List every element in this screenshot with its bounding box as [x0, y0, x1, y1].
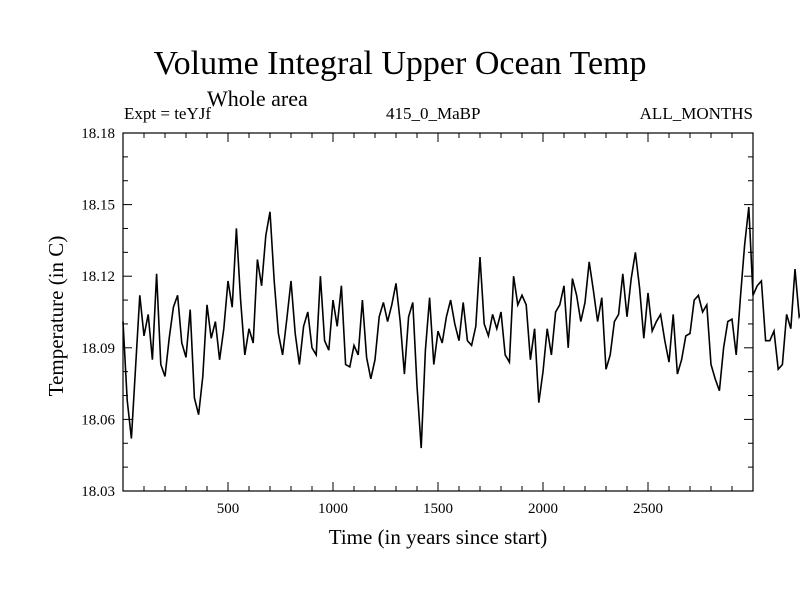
y-tick-label: 18.06	[81, 412, 115, 428]
chart-subtitle: Whole area	[207, 86, 308, 111]
plot-frame	[122, 132, 754, 492]
series-line	[122, 206, 800, 449]
y-tick-label: 18.09	[81, 341, 115, 357]
x-tick-label: 500	[217, 501, 240, 517]
y-tick-label: 18.03	[81, 484, 115, 500]
experiment-label: Expt = teYJf	[124, 104, 212, 123]
x-tick-label: 1500	[423, 501, 453, 517]
x-axis-label: Time (in years since start)	[328, 525, 548, 549]
season-label: ALL_MONTHS	[639, 104, 753, 123]
chart-title: Volume Integral Upper Ocean Temp	[153, 45, 647, 82]
x-tick-label: 2000	[528, 501, 558, 517]
x-tick-label: 1000	[318, 501, 348, 517]
series-layer	[122, 206, 800, 449]
y-tick-label: 18.15	[81, 198, 115, 214]
axis-ticks: 500 1000 1500 2000 2500 18.03 18.06 18.09 18.12 1…	[81, 126, 753, 517]
x-tick-label: 2500	[633, 501, 663, 517]
y-tick-label: 18.12	[81, 269, 115, 285]
y-axis-label: Temperature (in C)	[44, 235, 68, 397]
y-tick-label: 18.18	[81, 126, 115, 142]
period-label: 415_0_MaBP	[386, 104, 481, 123]
